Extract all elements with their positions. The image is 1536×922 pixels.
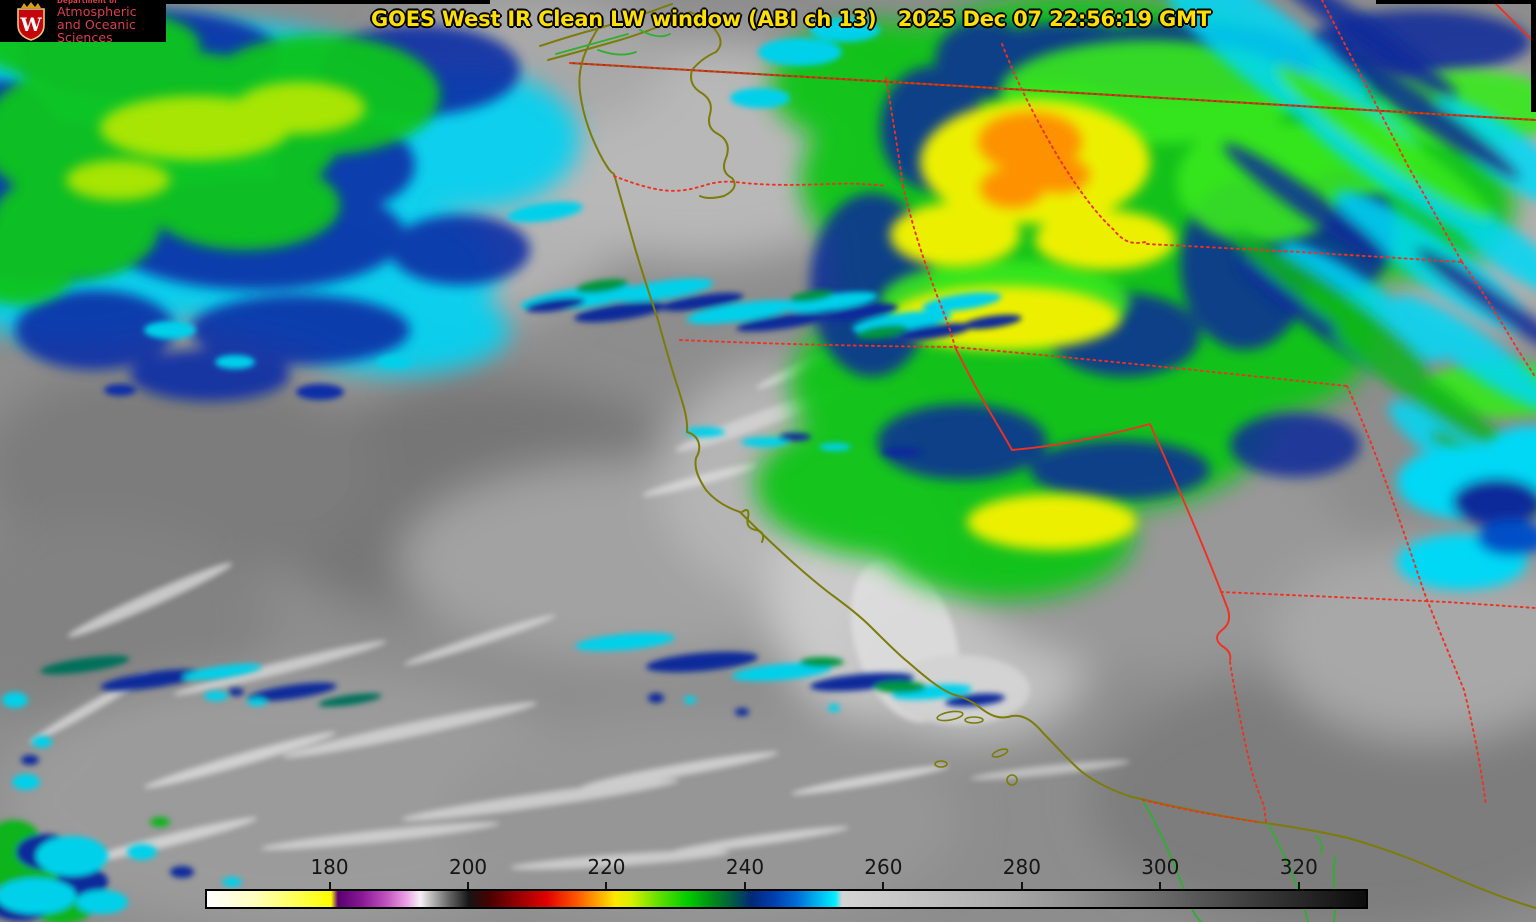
colorbar-tick-label: 280 [1002, 855, 1041, 879]
storm-upper-left [0, 0, 580, 401]
colorbar-tick-label: 200 [448, 855, 488, 879]
uw-crest-icon: W [17, 2, 45, 41]
logo-name-line1: Atmospheric [57, 3, 137, 19]
colorbar-tick-label: 320 [1279, 855, 1318, 879]
frontal-bands [0, 18, 1022, 922]
map-boundaries [539, 0, 1536, 922]
svg-text:W: W [19, 14, 42, 36]
logo-name-line2: and Oceanic Sciences [57, 17, 136, 45]
colorbar-tick-label: 240 [725, 855, 765, 879]
image-edge [160, 0, 1536, 112]
state-borders [569, 0, 1536, 823]
colorbar-tick-label: 300 [1141, 855, 1180, 879]
state-borders-solid [954, 0, 1536, 661]
colorbar-tick [328, 882, 331, 889]
colorbar-gradient [205, 889, 1368, 909]
colorbar-tick [1020, 882, 1023, 889]
colorbar-tick [1297, 882, 1300, 889]
image-title: GOES West IR Clean LW window (ABI ch 13)… [371, 7, 1211, 31]
uw-logo: W Department of Atmospheric and Oceanic … [0, 0, 166, 45]
colorbar-tick-label: 180 [310, 855, 349, 879]
logo-department-label: Department of [57, 0, 118, 5]
temperature-colorbar: 180 200 220 240 260 280 300 320 [205, 855, 1368, 911]
colorbar-tick [605, 882, 608, 889]
colorbar-tick-label: 260 [864, 855, 903, 879]
us-coastline [539, 3, 1536, 909]
colorbar-tick-label: 220 [587, 855, 626, 879]
mexico-coastline [555, 29, 1337, 922]
colorbar-tick [1159, 882, 1162, 889]
colorbar-tick [467, 882, 470, 889]
colorbar-tick [882, 882, 885, 889]
colorbar-tick [743, 882, 746, 889]
